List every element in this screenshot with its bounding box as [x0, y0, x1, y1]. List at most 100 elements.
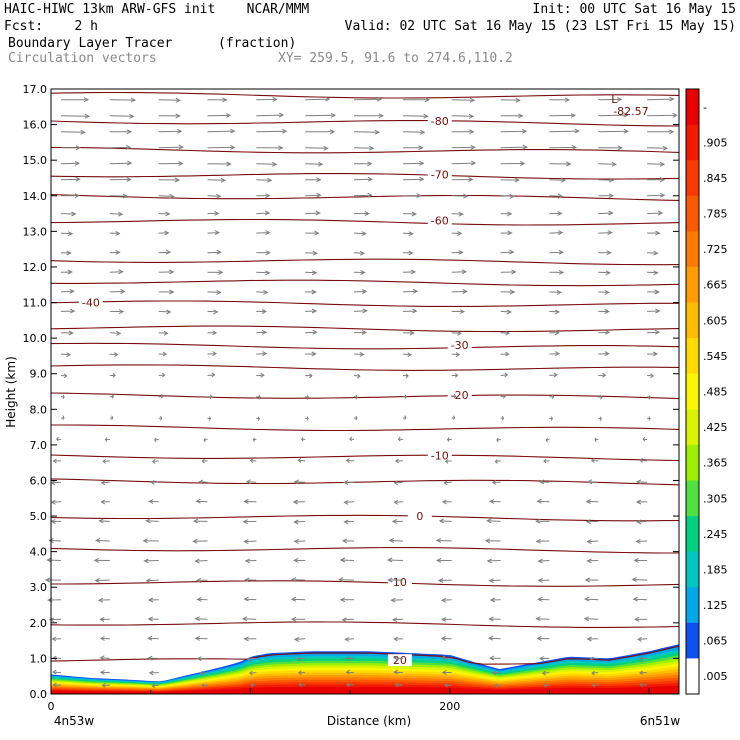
wind-vector: [353, 178, 372, 181]
wind-vector-head: [261, 329, 268, 335]
wind-vector: [256, 212, 270, 215]
wind-vector-head: [115, 249, 121, 255]
wind-vector-head: [298, 682, 302, 687]
y-tick-label: 16.0: [23, 119, 48, 132]
wind-vector-head: [608, 193, 614, 199]
y-tick-label: 10.0: [23, 332, 48, 345]
wind-vector-head: [69, 288, 75, 294]
wind-vector-head: [491, 670, 497, 676]
wind-vector-head: [386, 557, 393, 563]
wind-vector: [451, 115, 474, 117]
wind-vector-head: [454, 373, 459, 378]
wind-vector-head: [418, 145, 424, 151]
wind-vector-head: [635, 499, 642, 505]
wind-vector-head: [152, 459, 156, 464]
colorbar-label: .905: [703, 136, 728, 149]
wind-vector: [598, 232, 612, 234]
wind-vector-head: [130, 97, 137, 103]
wind-vector-head: [211, 372, 216, 378]
colorbar-swatch: [686, 658, 699, 695]
wind-vector-head: [662, 145, 669, 151]
wind-vector: [441, 657, 452, 659]
wind-vector-head: [608, 177, 615, 183]
colorbar-label: .065: [703, 635, 728, 648]
vector-field-title: Circulation vectors: [8, 51, 157, 66]
wind-vector-head: [148, 597, 154, 603]
wind-vector-head: [459, 309, 466, 315]
wind-vector: [244, 540, 257, 543]
colorbar-swatch: [686, 195, 699, 232]
wind-vector: [207, 353, 217, 355]
contour-label-bg: [427, 214, 452, 227]
wind-vector: [353, 147, 374, 149]
temperature-contours: -80 -70 -60 -40 -30 -20 -10 0 10 20: [50, 91, 680, 667]
wind-vector-head: [502, 393, 506, 399]
wind-vector: [249, 672, 257, 674]
wind-vector-head: [419, 160, 425, 166]
wind-vector-head: [178, 144, 184, 150]
wind-vector: [495, 460, 501, 462]
wind-vector-head: [122, 193, 129, 199]
wind-vector-head: [117, 211, 124, 217]
wind-vector-head: [404, 415, 407, 420]
wind-vector: [633, 598, 648, 601]
wind-vector-head: [463, 193, 469, 199]
colorbar-swatch: [686, 551, 699, 588]
wind-vector: [640, 684, 648, 686]
wind-vector-head: [359, 250, 366, 256]
colorbar-label: .605: [703, 314, 728, 327]
wind-vector-head: [594, 437, 597, 443]
temperature-contour-line: [50, 325, 680, 333]
wind-vector-head: [586, 539, 592, 545]
wind-vector-head: [175, 97, 182, 103]
wind-vector: [158, 99, 180, 101]
wind-vector-head: [75, 176, 81, 182]
wind-vector-head: [126, 177, 132, 182]
wind-vector-head: [606, 250, 612, 256]
wind-vector-head: [309, 373, 313, 379]
wind-vector-head: [142, 538, 148, 544]
wind-vector: [598, 271, 610, 274]
wind-vector: [60, 115, 89, 117]
wind-vector-head: [198, 670, 204, 676]
wind-vector-head: [341, 538, 348, 544]
wind-vector-head: [241, 616, 248, 622]
wind-vector-head: [487, 635, 494, 641]
wind-vector-head: [312, 250, 319, 256]
wind-vector-head: [194, 635, 200, 641]
wind-vector-head: [52, 458, 57, 464]
wind-vector-head: [537, 596, 543, 602]
wind-vector-head: [165, 211, 171, 217]
wind-vector-head: [293, 636, 300, 642]
wind-vector: [647, 163, 665, 165]
wind-vector-head: [633, 557, 639, 563]
wind-vector-head: [111, 394, 115, 399]
wind-vector-head: [338, 577, 344, 583]
wind-vector-head: [599, 416, 602, 422]
temperature-contour-line: [50, 514, 680, 522]
wind-vector: [207, 179, 225, 181]
wind-vector: [305, 163, 323, 165]
wind-vector-head: [505, 351, 510, 357]
wind-vector-head: [99, 655, 105, 661]
wind-vector-head: [216, 193, 222, 199]
wind-vector-head: [118, 269, 124, 275]
tracer-field: [51, 644, 679, 694]
wind-vector: [100, 657, 110, 659]
wind-vector-head: [222, 97, 228, 103]
wind-vector: [109, 162, 132, 165]
wind-vector-head: [405, 373, 409, 379]
wind-vector: [637, 520, 648, 523]
y-axis-label: Height (km): [4, 356, 18, 427]
wind-vector-head: [387, 577, 393, 583]
wind-vector: [451, 99, 475, 101]
contour-label-bg: [427, 449, 452, 462]
wind-vector: [340, 559, 355, 561]
wind-vector: [305, 331, 317, 334]
wind-vector-head: [290, 596, 297, 602]
wind-vector: [538, 560, 550, 562]
wind-vector: [542, 672, 550, 674]
wind-vector-head: [494, 459, 498, 464]
wind-vector: [441, 599, 452, 601]
wind-vector-head: [522, 144, 529, 150]
